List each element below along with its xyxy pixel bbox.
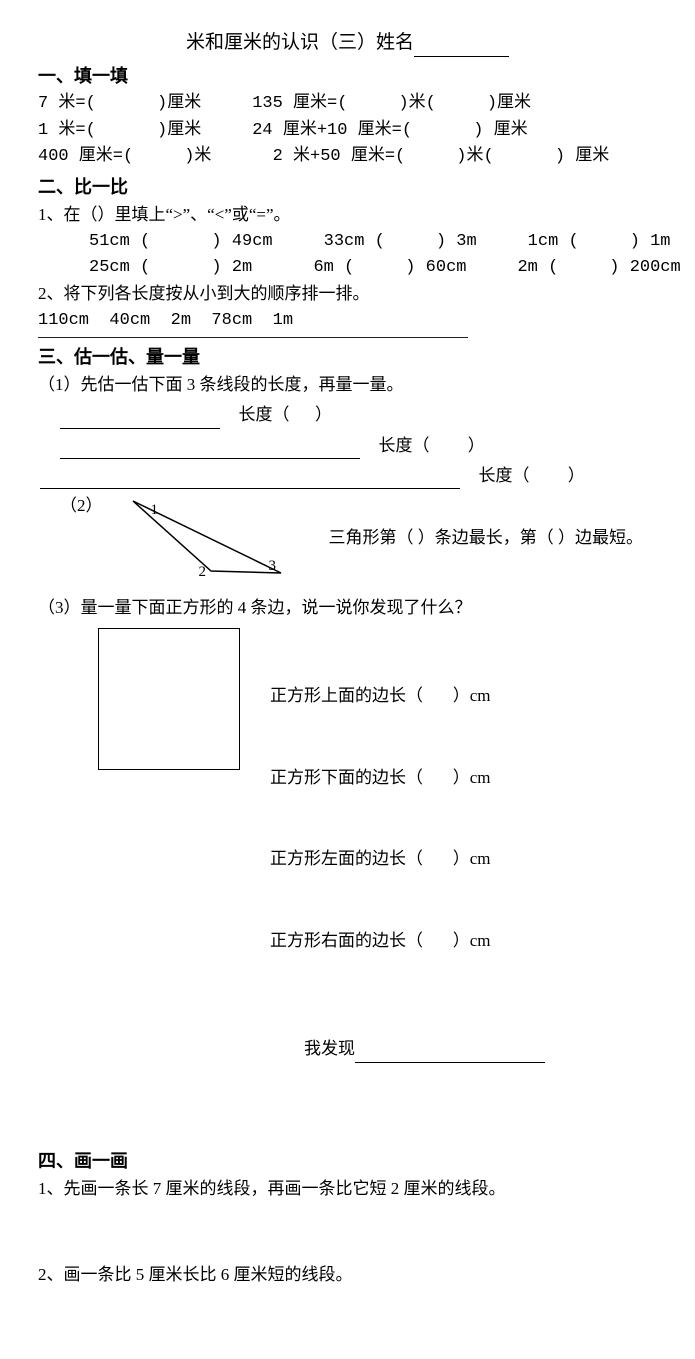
found-blank[interactable] xyxy=(355,1062,545,1063)
tri-label-3: 3 xyxy=(269,555,277,578)
segment-2-row: 长度（ ） xyxy=(60,433,657,459)
s1-row-3: 400 厘米=( )米 2 米+50 厘米=( )米( ) 厘米 xyxy=(38,144,657,170)
s4-q2: 2、画一条比 5 厘米长比 6 厘米短的线段。 xyxy=(38,1262,657,1288)
square-text-block: 正方形上面的边长（ ）cm 正方形下面的边长（ ）cm 正方形左面的边长（ ）c… xyxy=(270,628,545,1145)
draw-area-1[interactable] xyxy=(38,1202,657,1262)
triangle-row: （2） 1 2 3 三角形第（ ）条边最长，第（ ）边最短。 xyxy=(60,493,657,583)
sq-r5-line: 我发现 xyxy=(270,1008,545,1090)
s3-q1: （1）先估一估下面 3 条线段的长度，再量一量。 xyxy=(38,372,657,398)
segment-3-label: 长度（ ） xyxy=(470,463,585,489)
segment-line-2 xyxy=(60,457,360,459)
draw-area-2[interactable] xyxy=(38,1289,657,1319)
section-2-heading: 二、比一比 xyxy=(38,174,657,202)
tri-label-1: 1 xyxy=(151,499,159,522)
sq-r1: 正方形上面的边长（ ）cm xyxy=(270,682,545,709)
sq-r3: 正方形左面的边长（ ）cm xyxy=(270,845,545,872)
s3-q2-label: （2） xyxy=(60,493,103,519)
segment-2-label: 长度（ ） xyxy=(370,433,485,459)
s1-row-2: 1 米=( )厘米 24 厘米+10 厘米=( ) 厘米 xyxy=(38,118,657,144)
sq-r4: 正方形右面的边长（ ）cm xyxy=(270,927,545,954)
sort-answer-line[interactable] xyxy=(38,336,468,338)
s3-q3: （3）量一量下面正方形的 4 条边，说一说你发现了什么？ xyxy=(38,595,657,621)
triangle-svg xyxy=(121,493,311,583)
segment-3-row: 长度（ ） xyxy=(40,463,657,489)
sq-r2: 正方形下面的边长（ ）cm xyxy=(270,764,545,791)
segment-line-1 xyxy=(60,427,220,429)
s2-row-2: 25cm ( ) 2m 6m ( ) 60cm 2m ( ) 200cm xyxy=(38,255,657,281)
worksheet-page: 米和厘米的认识（三）姓名 一、填一填 7 米=( )厘米 135 厘米=( )米… xyxy=(0,0,695,1359)
s2-q2: 2、将下列各长度按从小到大的顺序排一排。 xyxy=(38,281,657,307)
sq-r5: 我发现 xyxy=(304,1039,355,1058)
square-row: 正方形上面的边长（ ）cm 正方形下面的边长（ ）cm 正方形左面的边长（ ）c… xyxy=(98,628,657,1145)
tri-label-2: 2 xyxy=(199,561,207,584)
segment-1-label: 长度（ ） xyxy=(230,402,332,428)
s2-q1: 1、在（）里填上“>”、“<”或“=”。 xyxy=(38,202,657,228)
segment-1-row: 长度（ ） xyxy=(60,402,657,428)
page-title-line: 米和厘米的认识（三）姓名 xyxy=(38,28,657,57)
section-4-heading: 四、画一画 xyxy=(38,1148,657,1176)
s2-row-3: 110cm 40cm 2m 78cm 1m xyxy=(38,308,657,334)
page-title: 米和厘米的认识（三）姓名 xyxy=(186,32,414,53)
s2-row-1: 51cm ( ) 49cm 33cm ( ) 3m 1cm ( ) 1m xyxy=(38,229,657,255)
name-blank[interactable] xyxy=(414,37,509,57)
s4-q1: 1、先画一条长 7 厘米的线段，再画一条比它短 2 厘米的线段。 xyxy=(38,1176,657,1202)
triangle-figure: 1 2 3 xyxy=(121,493,311,583)
triangle-question-text: 三角形第（ ）条边最长，第（ ）边最短。 xyxy=(329,525,644,551)
section-3-heading: 三、估一估、量一量 xyxy=(38,344,657,372)
square-figure xyxy=(98,628,240,770)
segment-line-3 xyxy=(40,487,460,489)
s1-row-1: 7 米=( )厘米 135 厘米=( )米( )厘米 xyxy=(38,91,657,117)
section-1-heading: 一、填一填 xyxy=(38,63,657,91)
